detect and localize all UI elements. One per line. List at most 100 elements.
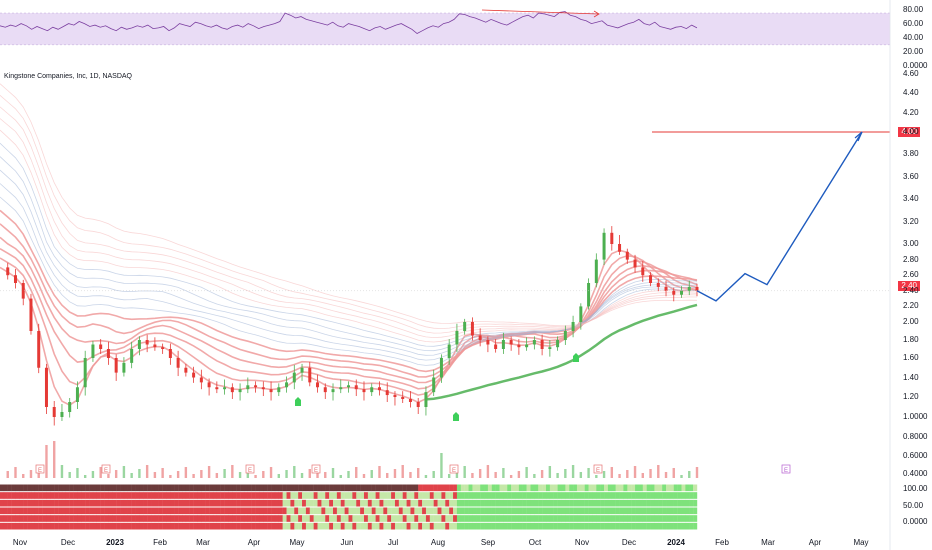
breadth-cell bbox=[658, 507, 663, 515]
breadth-cell bbox=[271, 522, 276, 530]
breadth-cell bbox=[11, 507, 16, 515]
earnings-marker bbox=[449, 464, 459, 474]
breadth-cell bbox=[371, 522, 376, 530]
breadth-cell bbox=[495, 484, 500, 492]
breadth-cell bbox=[623, 515, 628, 522]
breadth-cell bbox=[344, 499, 349, 507]
breadth-cell bbox=[193, 522, 198, 530]
x-tick-label: Dec bbox=[621, 538, 637, 547]
breadth-cell bbox=[604, 484, 609, 492]
breadth-cell bbox=[220, 484, 225, 492]
candle-body bbox=[579, 306, 583, 322]
breadth-cell bbox=[298, 507, 303, 515]
breadth-cell bbox=[363, 515, 369, 522]
breadth-cell bbox=[30, 515, 36, 522]
breadth-cell bbox=[7, 484, 12, 492]
breadth-tick-label: 50.00 bbox=[903, 501, 924, 510]
breadth-cell bbox=[162, 499, 167, 507]
candle-body bbox=[44, 367, 48, 407]
breadth-cell bbox=[685, 515, 690, 522]
breadth-cell bbox=[69, 492, 74, 499]
breadth-cell bbox=[166, 484, 171, 492]
breadth-cell bbox=[15, 507, 20, 515]
breadth-cell bbox=[456, 492, 461, 499]
breadth-cell bbox=[92, 522, 98, 530]
breadth-cell bbox=[154, 499, 159, 507]
breadth-cell bbox=[445, 492, 450, 499]
breadth-cell bbox=[623, 522, 628, 530]
breadth-cell bbox=[143, 507, 148, 515]
breadth-cell bbox=[511, 522, 516, 530]
breadth-cell bbox=[11, 515, 16, 522]
breadth-cell bbox=[480, 492, 485, 499]
breadth-cell bbox=[240, 484, 245, 492]
price-tick-label: 0.8000 bbox=[903, 432, 928, 441]
breadth-cell bbox=[611, 507, 616, 515]
breadth-cell bbox=[317, 484, 322, 492]
breadth-cell bbox=[302, 507, 307, 515]
breadth-cell bbox=[236, 522, 241, 530]
breadth-cell bbox=[635, 507, 640, 515]
breadth-cell bbox=[654, 522, 659, 530]
breadth-cell bbox=[27, 507, 32, 515]
volume-bar bbox=[525, 467, 528, 478]
breadth-cell bbox=[224, 484, 229, 492]
breadth-cell bbox=[453, 499, 458, 507]
x-tick-label: Mar bbox=[761, 538, 775, 547]
breadth-cell bbox=[333, 484, 338, 492]
breadth-cell bbox=[580, 484, 585, 492]
breadth-cell bbox=[646, 484, 651, 492]
breadth-cell bbox=[600, 492, 605, 499]
candle-body bbox=[323, 387, 327, 393]
breadth-cell bbox=[302, 522, 307, 530]
breadth-cell bbox=[472, 515, 477, 522]
breadth-cell bbox=[487, 507, 492, 515]
candle-body bbox=[556, 340, 560, 348]
breadth-cell bbox=[580, 507, 585, 515]
candle-body bbox=[370, 387, 374, 393]
volume-bar bbox=[308, 469, 311, 478]
volume-bar bbox=[29, 470, 33, 478]
breadth-cell bbox=[313, 492, 318, 499]
breadth-cell bbox=[549, 492, 554, 499]
candle-body bbox=[656, 283, 660, 287]
breadth-cell bbox=[526, 499, 531, 507]
breadth-cell bbox=[534, 515, 539, 522]
rsi-tick-label: 60.00 bbox=[903, 18, 924, 28]
breadth-cell bbox=[515, 492, 520, 499]
candle-body bbox=[664, 286, 668, 291]
breadth-cell bbox=[484, 499, 489, 507]
candle-body bbox=[447, 344, 451, 358]
breadth-cell bbox=[96, 515, 101, 522]
price-tick-label: 2.80 bbox=[903, 254, 919, 264]
breadth-cell bbox=[274, 515, 279, 522]
breadth-cell bbox=[631, 499, 636, 507]
volume-bar bbox=[618, 474, 621, 478]
volume-bar bbox=[440, 453, 443, 478]
breadth-cell bbox=[336, 522, 341, 530]
volume-bar bbox=[91, 471, 95, 478]
breadth-cell bbox=[259, 507, 264, 515]
breadth-cell bbox=[580, 499, 585, 507]
breadth-cell bbox=[112, 522, 117, 530]
breadth-cell bbox=[271, 507, 276, 515]
breadth-cell bbox=[166, 515, 171, 522]
breadth-cell bbox=[340, 515, 345, 522]
candle-body bbox=[563, 331, 567, 340]
breadth-cell bbox=[267, 507, 272, 515]
breadth-cell bbox=[693, 507, 698, 515]
breadth-cell bbox=[120, 484, 125, 492]
breadth-cell bbox=[147, 484, 152, 492]
breadth-cell bbox=[646, 515, 651, 522]
breadth-cell bbox=[147, 522, 152, 530]
breadth-cell bbox=[414, 515, 419, 522]
volume-bar bbox=[331, 468, 335, 478]
breadth-cell bbox=[81, 492, 86, 499]
breadth-cell bbox=[638, 522, 643, 530]
breadth-cell bbox=[631, 492, 636, 499]
breadth-cell bbox=[689, 507, 694, 515]
candle-body bbox=[478, 335, 482, 340]
breadth-cell bbox=[584, 499, 589, 507]
breadth-cell bbox=[468, 492, 473, 499]
volume-bar bbox=[269, 467, 273, 478]
